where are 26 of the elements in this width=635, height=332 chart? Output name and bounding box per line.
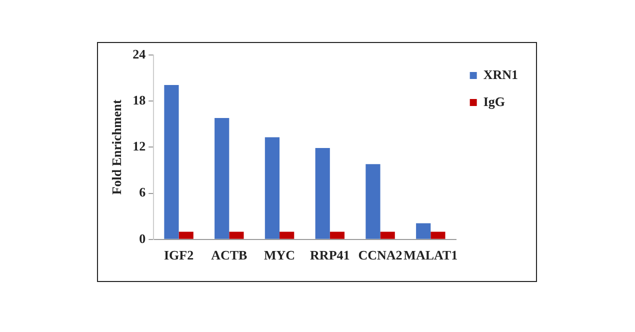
bar: [366, 164, 380, 239]
bar: [164, 84, 179, 239]
bar: [380, 232, 395, 239]
y-tick-label: 0: [139, 230, 146, 246]
bar: [229, 232, 244, 239]
x-tick-label: IGF2: [164, 248, 194, 263]
bar: [280, 232, 294, 239]
bar: [214, 118, 230, 239]
y-axis-title: Fold Enrichment: [109, 99, 124, 195]
bar: [430, 232, 446, 239]
legend-label: XRN1: [483, 66, 518, 82]
x-tick-label: MALAT1: [404, 248, 458, 263]
x-tick-label: MYC: [264, 248, 296, 263]
x-tick-label: ACTB: [211, 248, 248, 263]
bar: [264, 137, 280, 239]
y-tick-label: 18: [132, 92, 146, 108]
x-tick-label: RRP41: [310, 248, 350, 263]
y-tick-label: 12: [132, 138, 146, 154]
bar: [178, 232, 194, 239]
y-tick-label: 6: [139, 184, 146, 200]
bar: [315, 148, 330, 239]
bar: [330, 232, 345, 239]
y-tick-label: 24: [132, 46, 146, 62]
legend-label: IgG: [483, 94, 506, 109]
bar: [416, 223, 431, 239]
x-tick-label: CCNA2: [358, 248, 402, 263]
